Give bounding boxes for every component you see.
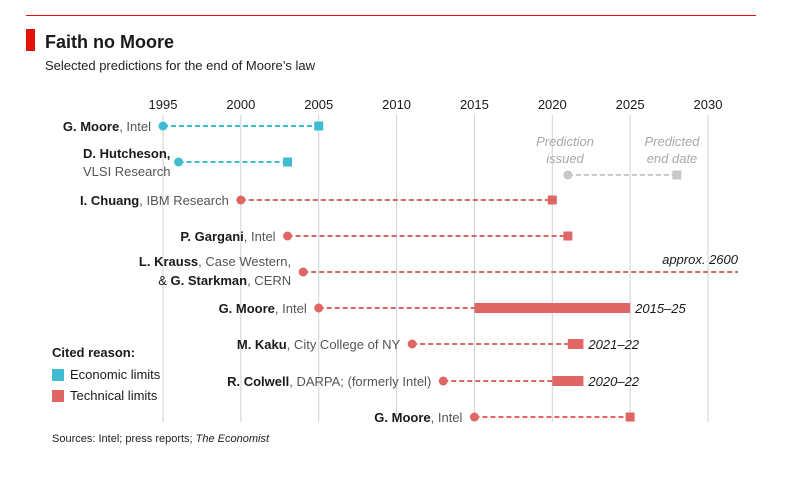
row-affil-6: , City College of NY [287,337,401,352]
row-issued-dot-8 [469,412,479,422]
source-italic: The Economist [195,433,270,445]
row-name-8: G. Moore [374,410,430,425]
row-affil-0: , Intel [119,119,151,134]
top-rule [26,15,756,16]
row-end-range-6 [567,339,584,349]
key-end-square [672,170,682,180]
row-end-label-4: approx. 2600 [662,252,739,267]
legend-technical: Technical limits [52,388,157,403]
row-end-square-2 [547,195,557,205]
row-name-7: R. Colwell [227,374,289,389]
row-end-square-3 [563,231,573,241]
row-name-0: G. Moore [63,119,119,134]
legend-economic: Economic limits [52,367,160,382]
legend-technical-swatch [52,389,64,402]
row-affil-5: , Intel [275,301,307,316]
row-affil-7: , DARPA; (formerly Intel) [289,374,431,389]
row-label-5: G. Moore, Intel [219,301,307,316]
row-issued-dot-5 [314,303,324,313]
x-tick-label-2015: 2015 [460,97,489,112]
row-label-2: I. Chuang, IBM Research [80,193,229,208]
x-tick-label-2020: 2020 [538,97,567,112]
source-note: Sources: Intel; press reports; The Econo… [52,433,269,445]
key-end-label-2: end date [647,151,698,166]
row-end-square-1 [283,157,293,167]
row-end-label-7: 2020–22 [587,374,639,389]
row-end-label-5: 2015–25 [634,301,686,316]
x-tick-label-2025: 2025 [616,97,645,112]
row-label-4-b: & G. Starkman, CERN [158,273,291,288]
row-label-4-a: L. Krauss, Case Western, [139,254,291,269]
row-issued-dot-6 [407,339,417,349]
row-issued-dot-3 [283,231,293,241]
row-name-5: G. Moore [219,301,275,316]
row-end-range-5 [474,303,631,313]
row-name-2: I. Chuang [80,193,139,208]
row-issued-dot-4 [298,267,308,277]
row-affil-1: VLSI Research [83,164,170,179]
row-label-3: P. Gargani, Intel [180,229,275,244]
row-name-3: P. Gargani [180,229,243,244]
row-name-6: M. Kaku [237,337,287,352]
row-affil-3: , Intel [244,229,276,244]
row-issued-dot-0 [158,121,168,131]
key-issued-label-2: issued [546,151,584,166]
row-end-range-7 [552,376,584,386]
row-issued-dot-2 [236,195,246,205]
legend-economic-swatch [52,368,64,381]
key-issued-label-1: Prediction [536,134,594,149]
row-issued-dot-7 [438,376,448,386]
x-tick-label-2000: 2000 [226,97,255,112]
row-name-4: L. Krauss [139,254,198,269]
source-prefix: Sources: Intel; press reports; [52,433,196,445]
row-label-7: R. Colwell, DARPA; (formerly Intel) [227,374,431,389]
x-tick-label-2005: 2005 [304,97,333,112]
x-tick-label-2010: 2010 [382,97,411,112]
row-label-8: G. Moore, Intel [374,410,462,425]
row-label-0: G. Moore, Intel [63,119,151,134]
row-affil2-4: , CERN [247,273,291,288]
chart-subtitle: Selected predictions for the end of Moor… [45,58,316,73]
key-issued-dot [563,170,573,180]
row-name-1: D. Hutcheson, [83,146,170,161]
x-tick-label-1995: 1995 [149,97,178,112]
row-affil-4: , Case Western, [198,254,291,269]
row-end-square-0 [314,121,324,131]
legend-technical-label: Technical limits [70,388,158,403]
chart-title: Faith no Moore [45,32,174,52]
row-label-6: M. Kaku, City College of NY [237,337,401,352]
brand-tag [26,29,35,51]
key-end-label-1: Predicted [645,134,701,149]
row-affil-2: , IBM Research [139,193,229,208]
row-issued-dot-1 [174,157,184,167]
row-end-label-6: 2021–22 [587,337,639,352]
x-tick-label-2030: 2030 [694,97,723,112]
row-end-square-8 [625,412,635,422]
legend-economic-label: Economic limits [70,367,161,382]
row-prefix2-4: & [158,273,170,288]
legend-title: Cited reason: [52,345,136,360]
row-name2-4: G. Starkman [170,273,247,288]
row-affil-8: , Intel [431,410,463,425]
